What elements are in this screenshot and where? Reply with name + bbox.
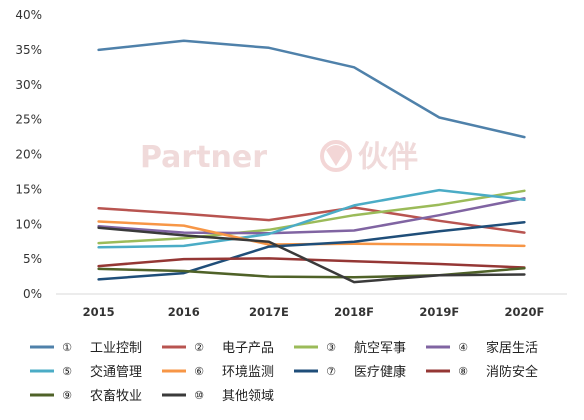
x-tick-label: 2018F [334,305,374,319]
legend-item: ③ 航空军事 [294,340,406,356]
watermark-latin-text: Partner [140,140,267,175]
watermark-logo-icon [320,140,352,172]
y-tick-label: 25% [15,113,42,127]
series-group [97,220,526,281]
legend-item: ④ 家居生活 [426,340,538,356]
legend-label: 交通管理 [90,364,142,380]
y-tick-label: 0% [23,287,42,301]
legend-item: ⑩ 其他领域 [162,389,274,404]
legend-item: ⑥ 环境监测 [162,365,274,380]
legend-number: ⑧ [458,365,468,378]
legend-label: 航空军事 [354,340,406,356]
series-layer [97,39,526,284]
series-line [97,226,526,284]
x-tick-label: 2015 [83,305,115,319]
partner-watermark: Partner 伙伴 [140,140,418,175]
series-line [97,189,526,245]
legend-label: 家居生活 [486,340,538,356]
series-line [97,206,526,234]
x-tick-label: 2019F [419,305,459,319]
x-tick-label: 2017E [249,305,289,319]
watermark-chinese-text: 伙伴 [358,140,418,175]
y-tick-label: 15% [15,182,42,196]
legend-item: ⑤ 交通管理 [30,364,142,380]
legend-label: 其他领域 [222,389,274,404]
y-tick-label: 30% [15,78,42,92]
legend-number: ⑥ [194,365,204,378]
x-tick-label: 2016 [168,305,200,319]
x-tick-label: 2020F [504,305,544,319]
legend-number: ⑦ [326,365,336,378]
series-line [97,188,526,249]
legend: ① 工业控制 ② 电子产品 ③ 航空军事 ④ 家居生活 ⑤ 交通管理 ⑥ 环境监测 ⑦ 医疗健康 ⑧ 消防安全… [30,340,538,404]
series-line [97,39,526,139]
legend-label: 消防安全 [486,364,538,380]
series-group [97,189,526,245]
legend-label: 工业控制 [90,341,142,356]
legend-number: ① [62,341,72,354]
legend-item: ⑨ 农畜牧业 [30,388,142,404]
series-group [97,226,526,284]
series-line [97,197,526,235]
legend-item: ② 电子产品 [162,341,274,356]
y-tick-label: 20% [15,148,42,162]
legend-item: ⑧ 消防安全 [426,364,538,380]
legend-number: ⑨ [62,389,72,402]
legend-number: ⑤ [62,365,72,378]
legend-number: ③ [326,341,336,354]
y-axis: 0% 5% 10% 15% 20% 25% 30% 35% 40% [15,8,42,301]
legend-number: ⑩ [194,389,204,402]
x-axis: 2015 2016 2017E 2018F 2019F 2020F [83,305,545,319]
y-tick-label: 40% [15,8,42,22]
series-line [97,257,526,269]
legend-label: 农畜牧业 [90,388,142,404]
series-line [97,220,526,281]
series-group [97,39,526,139]
legend-label: 环境监测 [222,365,274,380]
series-group [97,206,526,234]
legend-label: 电子产品 [222,341,274,356]
legend-item: ① 工业控制 [30,341,142,356]
legend-label: 医疗健康 [354,364,406,380]
legend-number: ② [194,341,204,354]
series-group [97,188,526,249]
y-tick-label: 10% [15,217,42,231]
y-tick-label: 5% [23,252,42,266]
legend-item: ⑦ 医疗健康 [294,364,406,380]
y-tick-label: 35% [15,43,42,57]
legend-number: ④ [458,341,468,354]
